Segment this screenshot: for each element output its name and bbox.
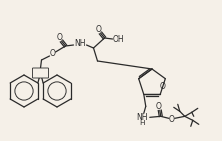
Text: NH: NH — [136, 113, 148, 122]
Text: O: O — [57, 32, 62, 41]
Text: O: O — [156, 102, 162, 111]
Text: O: O — [50, 49, 56, 59]
Text: H: H — [139, 120, 145, 126]
FancyBboxPatch shape — [32, 68, 48, 78]
Text: O: O — [169, 115, 175, 124]
Text: O: O — [160, 82, 166, 91]
Text: OH: OH — [113, 36, 124, 45]
Text: Alcs: Alcs — [34, 70, 47, 75]
Text: NH: NH — [74, 39, 85, 49]
Text: O: O — [95, 25, 101, 34]
